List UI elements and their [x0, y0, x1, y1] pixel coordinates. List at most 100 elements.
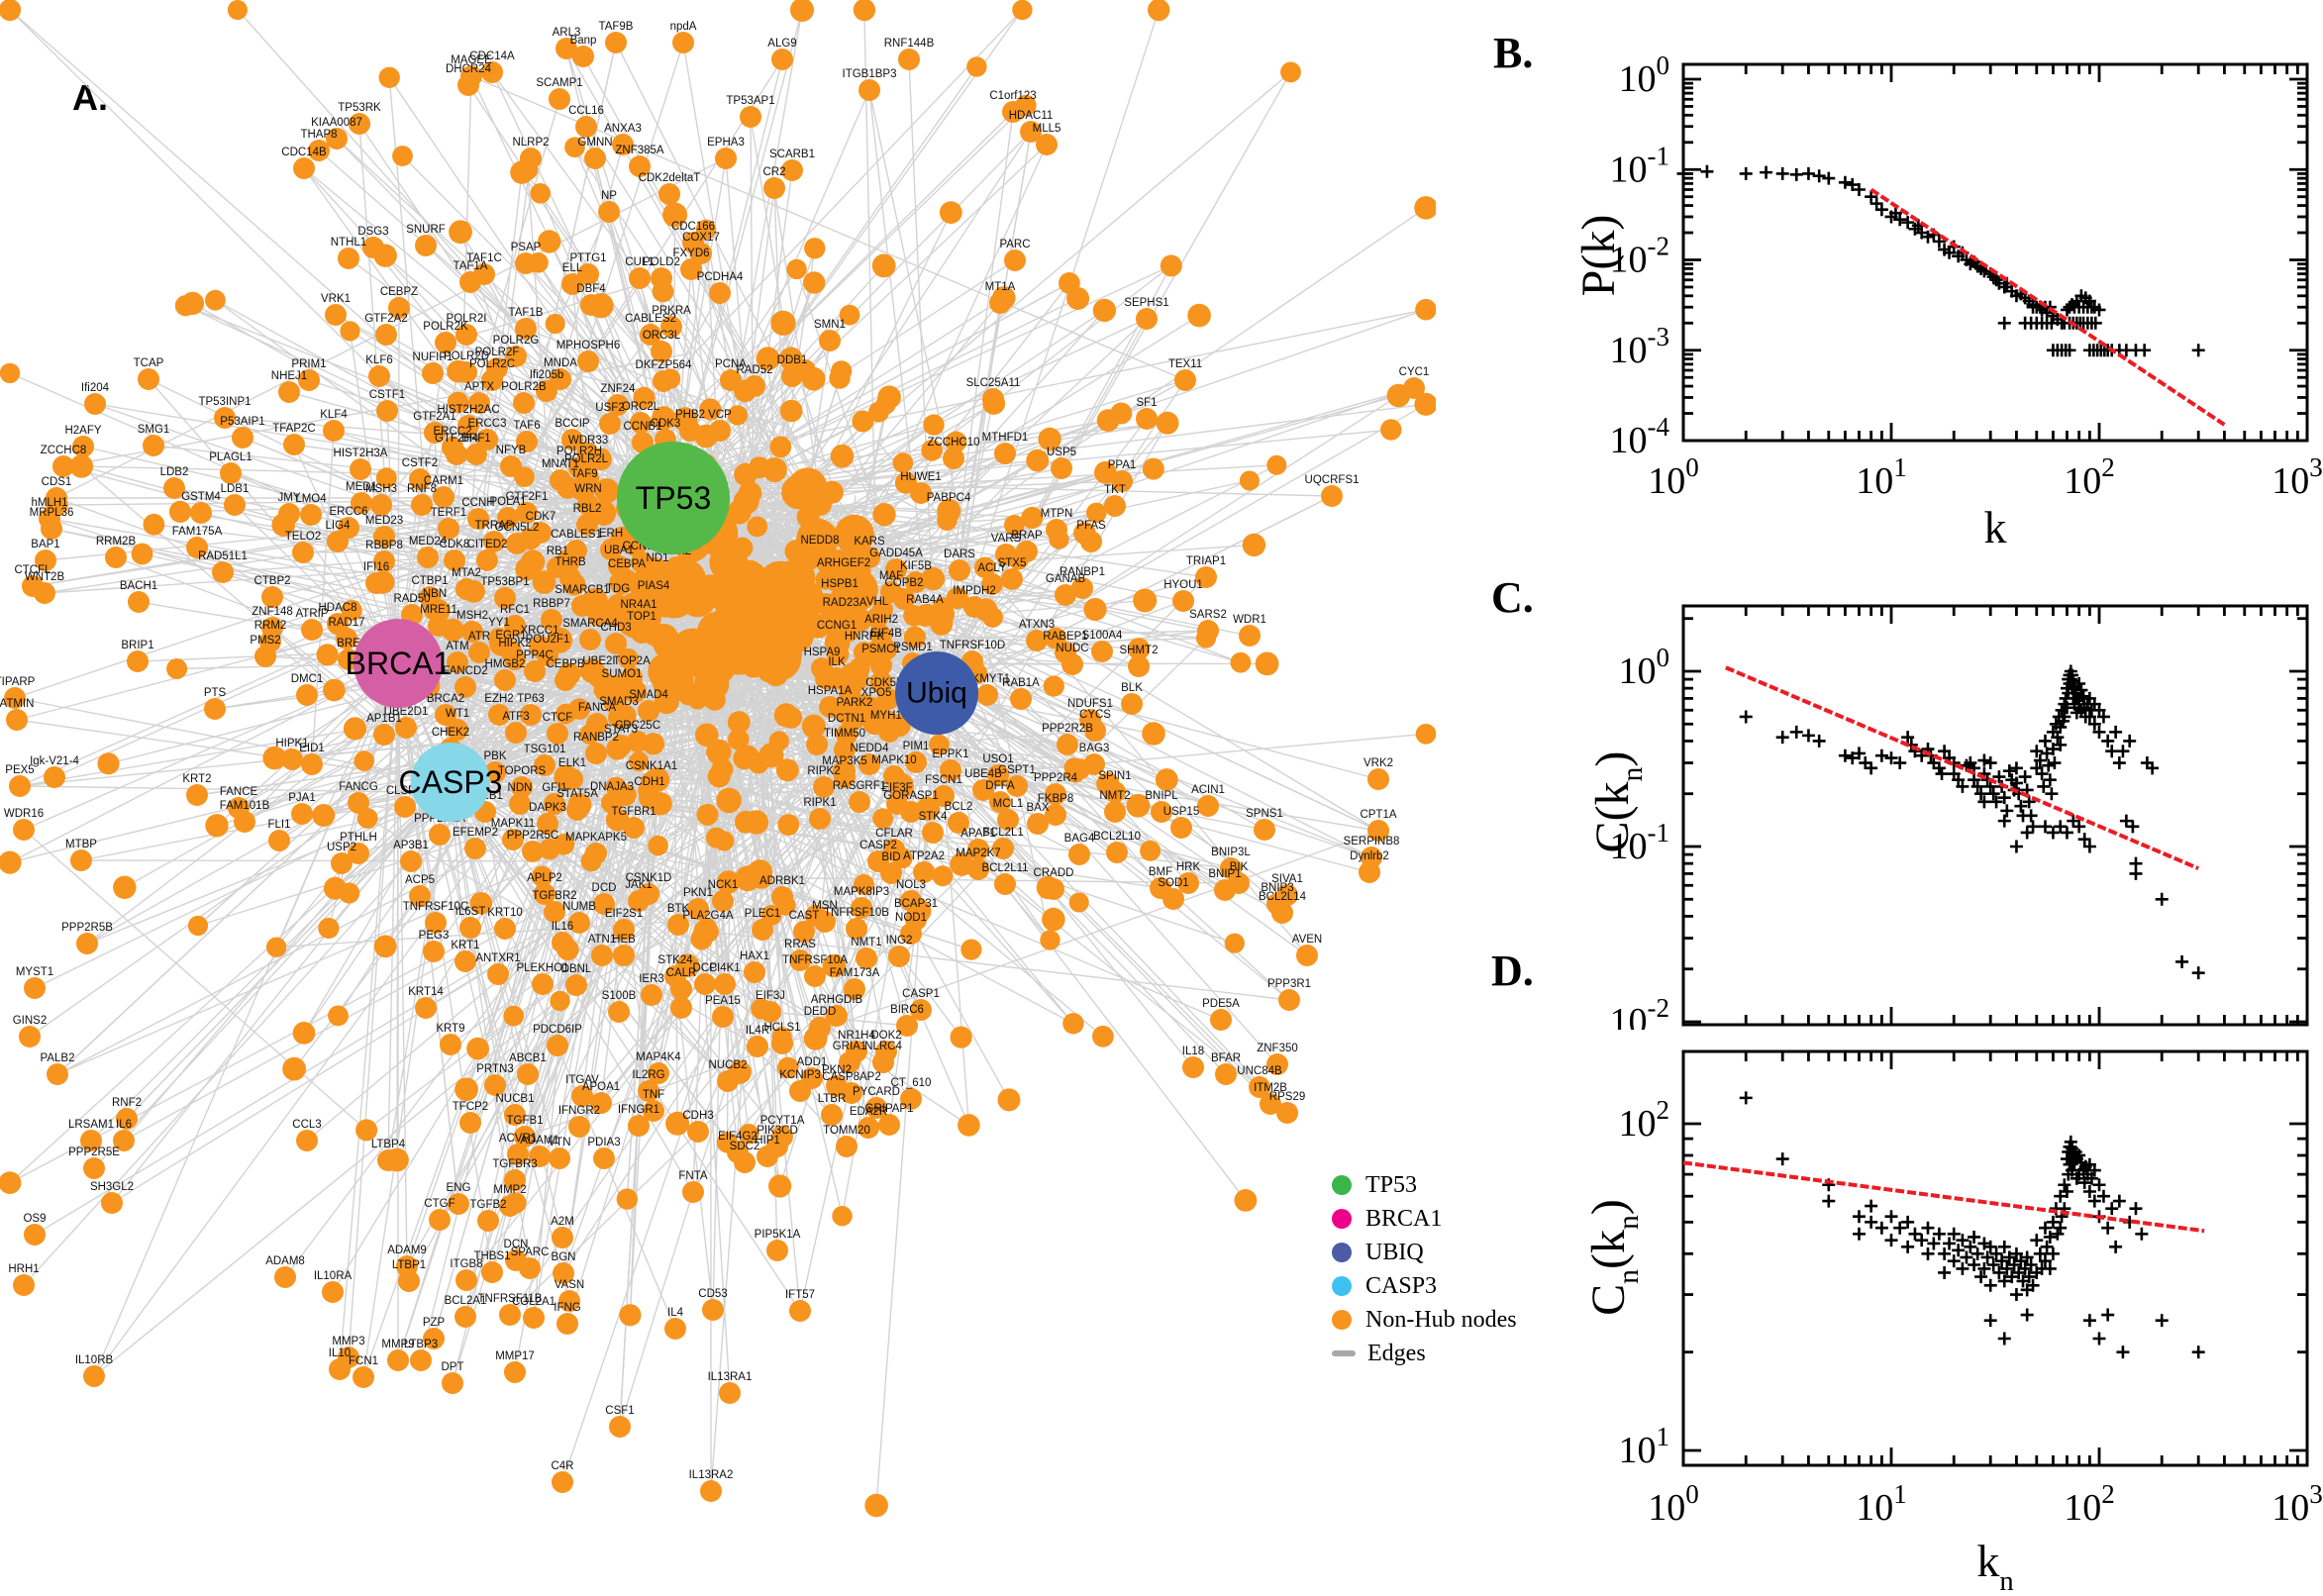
svg-text:HAX1: HAX1 — [740, 950, 769, 962]
svg-text:TP53BP1: TP53BP1 — [480, 576, 529, 588]
svg-text:UNC84B: UNC84B — [1237, 1065, 1282, 1077]
svg-text:GFI1: GFI1 — [542, 782, 567, 794]
svg-text:TAF1A: TAF1A — [454, 260, 488, 272]
svg-text:HMGB2: HMGB2 — [485, 658, 526, 670]
svg-text:RBBP7: RBBP7 — [533, 598, 570, 610]
svg-text:NUMB: NUMB — [562, 901, 596, 913]
svg-text:SUMO1: SUMO1 — [602, 668, 643, 680]
svg-text:ZNF350: ZNF350 — [1257, 1043, 1298, 1054]
svg-text:CAST: CAST — [789, 910, 820, 922]
svg-text:CSNK1D: CSNK1D — [626, 872, 672, 884]
svg-text:UBE2I: UBE2I — [582, 655, 615, 667]
svg-text:BAG4: BAG4 — [1064, 833, 1095, 845]
svg-text:VRK2: VRK2 — [1364, 757, 1393, 769]
svg-text:POLR2K: POLR2K — [423, 321, 468, 333]
svg-text:NLRC4: NLRC4 — [864, 1041, 902, 1052]
svg-text:CDK3: CDK3 — [651, 418, 681, 430]
svg-text:KRT2: KRT2 — [182, 773, 211, 785]
svg-text:TCAP: TCAP — [134, 357, 164, 369]
svg-text:CASP1: CASP1 — [902, 988, 940, 1000]
svg-text:TOMM20: TOMM20 — [823, 1125, 870, 1137]
svg-text:POU2F1: POU2F1 — [526, 634, 570, 646]
svg-text:TIMM50: TIMM50 — [824, 728, 865, 740]
svg-text:SEPHS1: SEPHS1 — [1124, 297, 1168, 309]
svg-text:SOD1: SOD1 — [1158, 877, 1188, 889]
svg-text:UBA1: UBA1 — [604, 545, 634, 556]
svg-text:CASP2: CASP2 — [859, 840, 897, 851]
svg-text:COPB2: COPB2 — [885, 577, 924, 589]
svg-text:RBL2: RBL2 — [573, 503, 602, 515]
tp53-node-icon — [1332, 1175, 1352, 1195]
svg-text:BRAP: BRAP — [1011, 530, 1043, 542]
svg-text:BRF1: BRF1 — [461, 433, 490, 445]
panel-a-label: A. — [72, 77, 108, 118]
svg-text:ARIH2: ARIH2 — [864, 614, 898, 626]
svg-text:LIG4: LIG4 — [326, 520, 352, 532]
svg-text:FANCG: FANCG — [339, 781, 378, 793]
svg-text:EIF2S1: EIF2S1 — [605, 908, 643, 920]
svg-text:DAPK3: DAPK3 — [529, 802, 566, 814]
svg-text:PDCD6IP: PDCD6IP — [533, 1024, 582, 1036]
svg-text:GINS2: GINS2 — [13, 1015, 48, 1027]
svg-text:BTK: BTK — [667, 903, 690, 915]
svg-text:IL6: IL6 — [116, 1119, 132, 1131]
svg-text:PALB2: PALB2 — [41, 1052, 75, 1064]
svg-text:NCK1: NCK1 — [708, 879, 739, 891]
svg-text:MSN: MSN — [812, 900, 838, 912]
svg-text:MRE11: MRE11 — [420, 604, 457, 616]
svg-text:DFFA: DFFA — [985, 780, 1015, 792]
plot-neighborhood-connectivity: 102 101 100 101 102 103 Cn(kn) kn — [1582, 1049, 2323, 1596]
svg-text:IFNGR2: IFNGR2 — [558, 1105, 600, 1117]
svg-text:IER3: IER3 — [639, 973, 664, 985]
svg-text:MTA2: MTA2 — [452, 567, 481, 579]
svg-text:KIF5B: KIF5B — [900, 560, 932, 572]
nonhub-node-icon — [1332, 1310, 1352, 1330]
svg-text:HIST2H2AC: HIST2H2AC — [437, 404, 499, 416]
svg-text:HNRPK: HNRPK — [845, 631, 885, 643]
svg-text:IL13RA1: IL13RA1 — [708, 1371, 753, 1383]
svg-text:BAG3: BAG3 — [1079, 743, 1110, 754]
svg-text:TP53INP1: TP53INP1 — [198, 396, 251, 408]
svg-text:SF1: SF1 — [1136, 397, 1157, 409]
svg-text:CD53: CD53 — [698, 1288, 727, 1300]
svg-text:RIPK2: RIPK2 — [807, 765, 840, 777]
svg-text:SARS2: SARS2 — [1189, 609, 1227, 621]
legend-label: UBIQ — [1365, 1239, 1424, 1265]
svg-text:Ubiq: Ubiq — [906, 677, 967, 710]
svg-text:LDB2: LDB2 — [160, 466, 189, 478]
svg-text:JMY: JMY — [278, 492, 301, 504]
svg-text:APAF1: APAF1 — [960, 828, 996, 840]
svg-text:CRADD: CRADD — [1034, 867, 1074, 879]
svg-text:GSTM4: GSTM4 — [181, 491, 221, 503]
svg-text:C1orf123: C1orf123 — [989, 90, 1036, 102]
svg-text:BCL2L10: BCL2L10 — [1093, 831, 1141, 843]
svg-text:HIST2H3A: HIST2H3A — [334, 448, 388, 459]
svg-text:EZH2: EZH2 — [484, 693, 513, 705]
legend-item-nonhub: Non-Hub nodes — [1332, 1303, 1517, 1337]
svg-text:ZCCHC8: ZCCHC8 — [41, 445, 87, 456]
svg-text:ATM: ATM — [446, 641, 468, 652]
panel-b-label: B. — [1493, 29, 1534, 77]
svg-text:CSNK1A1: CSNK1A1 — [626, 760, 677, 772]
svg-text:WT1: WT1 — [446, 708, 469, 720]
svg-text:CCNG1: CCNG1 — [817, 620, 857, 632]
svg-text:RPS29: RPS29 — [1269, 1091, 1305, 1103]
svg-text:HIPK1: HIPK1 — [275, 738, 308, 749]
svg-text:KIAA0087: KIAA0087 — [311, 117, 362, 129]
svg-text:MED1: MED1 — [346, 481, 377, 493]
svg-text:RAD51L1: RAD51L1 — [198, 550, 248, 562]
svg-text:TRRAP: TRRAP — [475, 520, 514, 532]
svg-text:CUL1: CUL1 — [625, 256, 654, 268]
svg-text:103: 103 — [2272, 452, 2323, 502]
svg-text:IL10RA: IL10RA — [314, 1270, 353, 1282]
svg-text:ING2: ING2 — [886, 935, 913, 947]
svg-text:ELK1: ELK1 — [558, 757, 586, 769]
svg-text:HIP1: HIP1 — [755, 1135, 780, 1147]
svg-text:ACVR1: ACVR1 — [499, 1133, 537, 1145]
svg-text:PI4K1: PI4K1 — [709, 962, 740, 974]
svg-text:NUCB2: NUCB2 — [709, 1059, 748, 1071]
svg-text:HUWE1: HUWE1 — [900, 471, 942, 483]
svg-text:LTBP4: LTBP4 — [371, 1139, 406, 1150]
svg-text:TAF9: TAF9 — [570, 468, 597, 480]
svg-text:NDN: NDN — [508, 782, 533, 794]
